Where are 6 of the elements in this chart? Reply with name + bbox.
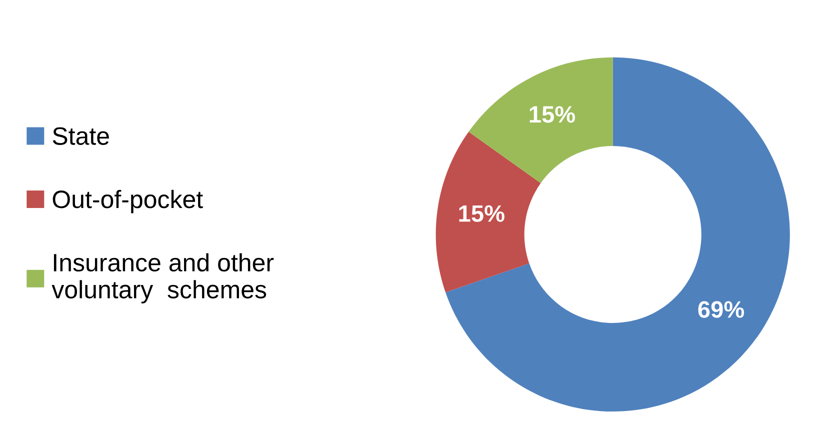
data-label: 69% [698, 301, 744, 318]
data-label: 15% [459, 205, 504, 222]
legend-label: Out-of-pocket [52, 190, 203, 214]
legend-label: Insurance and other voluntary schemes [52, 253, 274, 304]
data-label: 15% [530, 106, 576, 123]
legend-label: State [52, 127, 109, 145]
